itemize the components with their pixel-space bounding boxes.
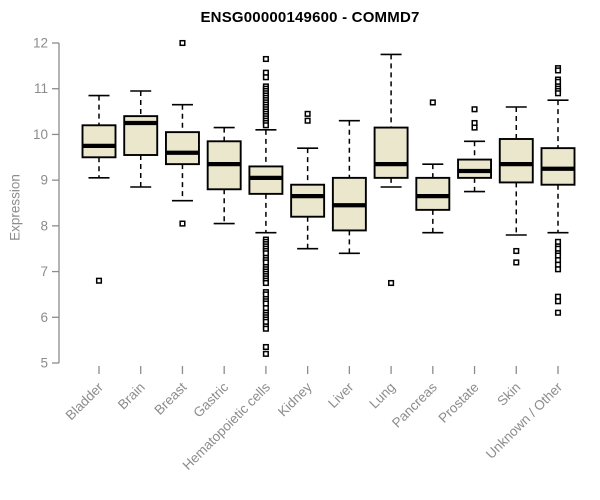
iqr-box — [248, 165, 284, 195]
outlier-point — [513, 247, 520, 255]
outlier-point — [429, 99, 436, 106]
chart-title: ENSG00000149600 - COMMD7 — [200, 9, 420, 26]
outlier-point — [262, 350, 269, 357]
outlier-point — [388, 279, 395, 287]
outlier-point — [262, 279, 269, 287]
x-category-label: Skin — [494, 380, 523, 409]
y-tick-label: 9 — [40, 173, 48, 188]
x-category-label: Bladder — [63, 379, 107, 423]
outlier-point — [179, 39, 186, 47]
boxplot-lung: Lung — [366, 53, 409, 412]
x-category-label: Unknown / Other — [483, 379, 566, 462]
iqr-box — [165, 131, 200, 166]
x-category-label: Gastric — [190, 379, 231, 420]
y-tick-label: 11 — [34, 81, 48, 96]
iqr-box — [415, 176, 451, 211]
outlier-point — [471, 124, 478, 131]
x-category-label: Liver — [325, 379, 357, 411]
x-category-label: Lung — [366, 380, 398, 412]
iqr-box — [498, 138, 534, 184]
iqr-box — [540, 147, 576, 186]
boxplot-kidney: Kidney — [275, 110, 326, 419]
y-tick-label: 5 — [40, 356, 48, 371]
iqr-box — [290, 183, 326, 218]
x-category-label: Brain — [115, 380, 148, 413]
boxplot-unknown-other: Unknown / Other — [483, 65, 576, 462]
outlier-point — [554, 309, 562, 316]
outlier-point — [471, 106, 478, 113]
outlier-point — [554, 90, 562, 97]
outlier-point — [262, 325, 269, 332]
y-tick-label: 12 — [33, 36, 48, 51]
iqr-box — [81, 124, 117, 159]
y-tick-label: 7 — [40, 264, 48, 279]
outlier-point — [95, 277, 103, 284]
boxplot-gastric: Gastric — [190, 126, 242, 420]
y-tick-label: 8 — [40, 218, 48, 233]
outlier-point — [262, 343, 269, 351]
boxplot-skin: Skin — [494, 106, 534, 409]
boxplot-liver: Liver — [325, 119, 367, 411]
boxplot-bladder: Bladder — [63, 94, 117, 423]
outlier-point — [262, 55, 269, 63]
outlier-point — [304, 110, 311, 117]
outlier-point — [554, 266, 562, 273]
x-category-label: Pancreas — [389, 379, 440, 430]
outlier-point — [554, 67, 562, 74]
outlier-point — [304, 117, 311, 124]
outlier-point — [179, 220, 186, 227]
y-tick-label: 10 — [33, 127, 48, 142]
x-category-label: Breast — [151, 379, 189, 417]
outlier-point — [513, 259, 520, 266]
boxplot-prostate: Prostate — [436, 106, 492, 426]
y-tick-label: 6 — [40, 310, 48, 325]
outlier-point — [262, 122, 269, 129]
boxplot-breast: Breast — [151, 39, 200, 418]
outlier-point — [554, 298, 562, 305]
iqr-box — [373, 126, 409, 179]
outlier-point — [262, 74, 269, 81]
x-category-label: Prostate — [436, 380, 482, 426]
x-category-label: Kidney — [275, 379, 315, 419]
iqr-box — [457, 158, 492, 179]
boxplot-brain: Brain — [115, 90, 159, 413]
